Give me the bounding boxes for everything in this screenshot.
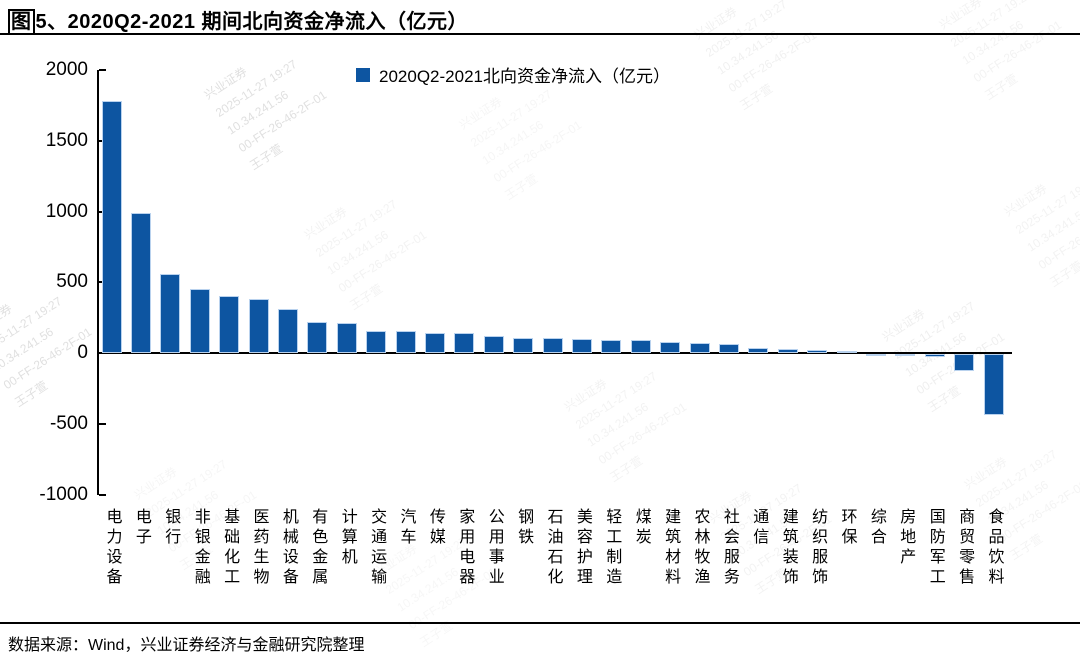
x-axis-label: 建筑材料 [662,508,680,588]
x-axis-label: 农林牧渔 [691,508,709,588]
bar [454,333,475,353]
bar [160,274,181,353]
bar [630,340,651,353]
bar [513,338,534,353]
y-axis-label: 2000 [45,59,88,80]
bar [718,344,739,353]
bar [248,299,269,353]
y-axis-label: 0 [77,342,88,363]
x-axis-label: 计算机 [338,508,356,568]
x-axis-label: 医药生物 [250,508,268,588]
bar [395,331,416,353]
x-axis-label: 食品饮料 [985,508,1003,588]
y-axis-label: -500 [49,412,88,434]
x-axis-label: 公用事业 [485,508,503,588]
bar [748,348,769,353]
figure-title-text: 5、2020Q2-2021 期间北向资金净流入（亿元） [35,11,469,33]
legend-label: 2020Q2-2021北向资金净流入（亿元） [379,67,670,86]
chart-legend: 2020Q2-2021北向资金净流入（亿元） [356,62,670,87]
bar [101,101,122,353]
x-axis-label: 有色金属 [309,508,327,588]
bar [983,354,1004,415]
zero-axis-line [97,352,1012,354]
bar [424,333,445,353]
y-axis-tick [99,493,106,496]
y-axis-spine [97,70,99,495]
bar [660,342,681,353]
x-axis-label: 电子 [132,508,150,548]
bar [483,336,504,353]
bar [277,309,298,353]
x-axis-label: 社会服务 [720,508,738,588]
title-boxed-char: 图 [8,9,35,35]
bar [865,354,886,356]
x-axis-label: 电力设备 [103,508,121,588]
y-axis-label: 1000 [45,200,88,222]
x-axis-label: 汽车 [397,508,415,548]
bar [336,323,357,353]
bar [895,354,916,356]
x-axis-label: 非银金融 [191,508,209,588]
x-axis-label: 环保 [838,508,856,548]
x-axis-label: 石油石化 [544,508,562,588]
bar [924,354,945,357]
bar [542,338,563,353]
x-axis-label: 综合 [867,508,885,548]
x-axis-label: 钢铁 [515,508,533,548]
y-axis-label: -1000 [39,483,88,505]
source-note: 数据来源：Wind，兴业证券经济与金融研究院整理 [8,637,365,654]
x-axis-label: 建筑装饰 [779,508,797,588]
x-axis-label: 机械设备 [279,508,297,588]
y-axis-label: 500 [56,271,88,293]
figure-title: 图 5、2020Q2-2021 期间北向资金净流入（亿元） [8,5,468,35]
y-axis-tick [99,422,106,425]
x-axis-label: 煤炭 [632,508,650,548]
legend-swatch-icon [356,67,370,82]
bar [130,213,151,353]
y-axis-label: 1500 [45,129,88,151]
x-axis-label: 国防军工 [926,508,944,588]
bar [777,349,798,353]
x-axis-label: 交通运输 [368,508,386,588]
footer-divider [0,622,1080,624]
x-axis-label: 商贸零售 [956,508,974,588]
x-axis-label: 银行 [162,508,180,548]
bar [601,340,622,353]
bar [189,289,210,353]
y-axis-tick [99,69,106,71]
bar [219,296,240,353]
x-axis-label: 轻工制造 [603,508,621,588]
title-underline [0,33,1080,35]
x-axis-label: 家用电器 [456,508,474,588]
bar [807,350,828,353]
x-axis-label: 美容护理 [573,508,591,588]
x-axis-label: 传媒 [426,508,444,548]
bar [954,354,975,371]
x-axis-label: 通信 [750,508,768,548]
bar [689,343,710,353]
x-axis-label: 纺织服饰 [809,508,827,588]
bar [571,339,592,353]
bar [836,351,857,353]
bar [307,322,328,353]
x-axis-label: 房地产 [897,508,915,568]
x-axis-label: 基础化工 [221,508,239,588]
bar [366,331,387,353]
